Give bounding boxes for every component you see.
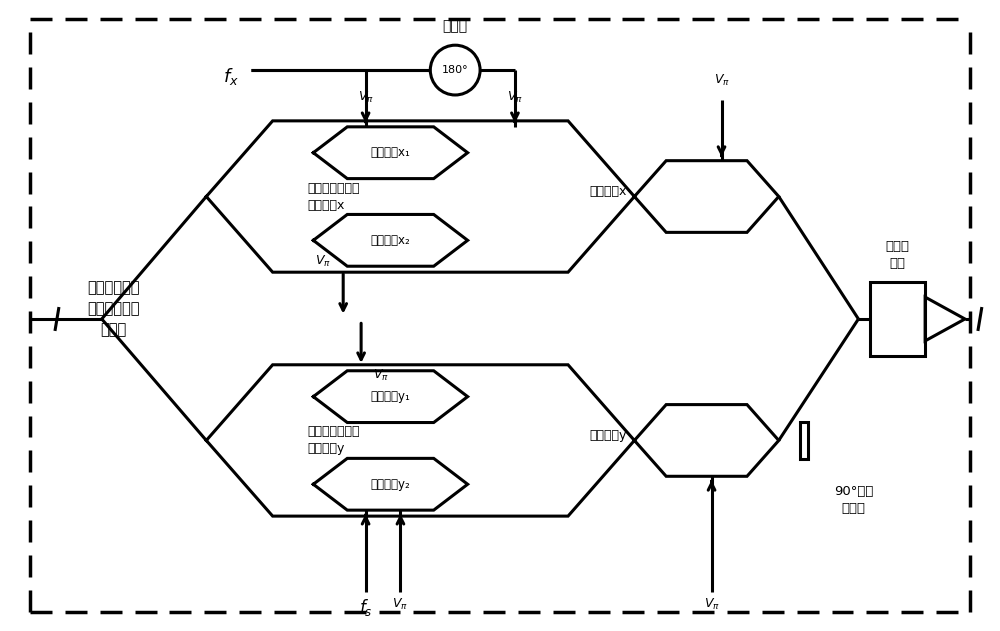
Text: 偏振合
束器: 偏振合 束器 [886,240,910,269]
Text: 子调制器x₁: 子调制器x₁ [371,146,410,159]
Text: $V_{\pi}$: $V_{\pi}$ [315,254,331,269]
Text: $V_{\pi}$: $V_{\pi}$ [704,597,720,612]
Text: $V_{\pi}$: $V_{\pi}$ [358,90,374,105]
Text: 90°偏振
旋转器: 90°偏振 旋转器 [834,485,873,516]
Text: $V_{\pi}$: $V_{\pi}$ [373,368,389,383]
Text: 子调制器y₁: 子调制器y₁ [371,390,410,403]
Text: $V_{\pi}$: $V_{\pi}$ [507,90,523,105]
Bar [870,281,925,357]
Text: 子调制器y₂: 子调制器y₂ [371,478,410,491]
Text: 180°: 180° [442,65,469,75]
Text: $V_{\pi}$: $V_{\pi}$ [714,73,729,88]
Bar [800,422,808,459]
Text: 子调制器x₂: 子调制器x₂ [371,234,410,247]
Text: $V_{\pi}$: $V_{\pi}$ [392,597,408,612]
Text: 偏振复用双平
行马赫曾德尔
调制器: 偏振复用双平 行马赫曾德尔 调制器 [87,281,140,338]
Text: 双平行马赫曾德
尔调制器y: 双平行马赫曾德 尔调制器y [308,425,360,456]
Text: 移相器: 移相器 [443,20,468,33]
Text: 主调制器y: 主调制器y [589,429,626,442]
Text: $f_x$: $f_x$ [223,66,239,86]
Text: $f_s$: $f_s$ [359,597,372,618]
Text: 主调制器x: 主调制器x [589,185,626,198]
Text: 双平行马赫曾德
尔调制器x: 双平行马赫曾德 尔调制器x [308,182,360,211]
